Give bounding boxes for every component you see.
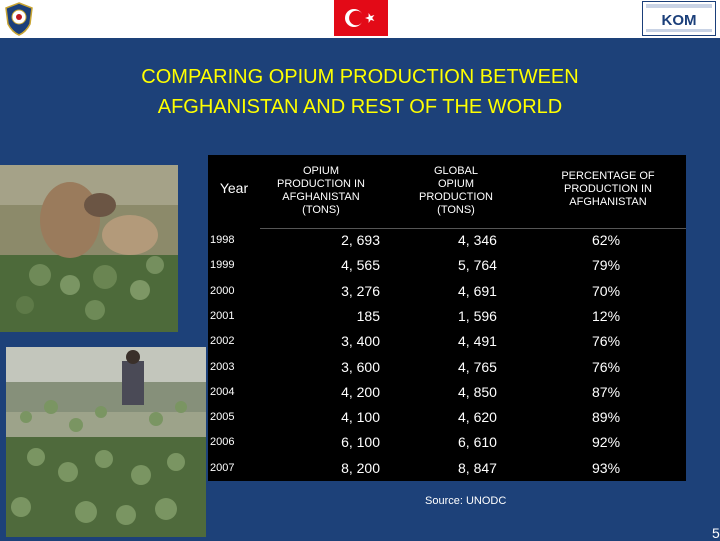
global-cell: 8, 847 bbox=[458, 459, 497, 476]
kom-logo-text: KOM bbox=[662, 12, 697, 29]
afghanistan-cell: 3, 276 bbox=[341, 282, 380, 299]
year-cell: 2006 bbox=[210, 436, 235, 449]
afghanistan-cell: 8, 200 bbox=[341, 459, 380, 476]
afghanistan-cell: 3, 400 bbox=[341, 333, 380, 350]
afghanistan-cell: 6, 100 bbox=[341, 434, 380, 451]
percentage-cell: 70% bbox=[592, 282, 621, 299]
title-line-2: AFGHANISTAN AND REST OF THE WORLD bbox=[157, 96, 563, 118]
percentage-cell: 92% bbox=[592, 434, 621, 451]
page-title: COMPARING OPIUM PRODUCTION BETWEEN AFGHA… bbox=[40, 62, 680, 122]
kom-logo-icon: KOM bbox=[642, 1, 716, 36]
year-cell: 2001 bbox=[210, 309, 235, 322]
afghanistan-cell: 2, 693 bbox=[341, 232, 380, 248]
year-cell: 2002 bbox=[210, 335, 235, 348]
global-cell: 4, 691 bbox=[458, 282, 497, 299]
police-emblem-icon bbox=[5, 2, 33, 36]
year-cell: 1998 bbox=[210, 234, 235, 246]
afghanistan-cell: 3, 600 bbox=[341, 358, 380, 375]
global-cell: 4, 765 bbox=[458, 358, 497, 375]
global-cell: 4, 491 bbox=[458, 333, 497, 350]
header-bar: KOM bbox=[0, 0, 720, 38]
afghanistan-cell: 4, 565 bbox=[341, 257, 380, 274]
percentage-cell: 76% bbox=[592, 333, 621, 350]
global-cell: 5, 764 bbox=[458, 257, 497, 274]
year-cell: 2003 bbox=[210, 360, 235, 373]
opium-production-table bbox=[208, 155, 686, 481]
header-afghanistan-production: OPIUM PRODUCTION IN AFGHANISTAN (TONS) bbox=[277, 165, 365, 216]
global-cell: 1, 596 bbox=[458, 307, 497, 324]
turkish-flag-icon bbox=[334, 0, 388, 36]
percentage-cell: 89% bbox=[592, 409, 621, 426]
percentage-cell: 87% bbox=[592, 383, 621, 400]
percentage-cell: 12% bbox=[592, 307, 621, 324]
percentage-cell: 79% bbox=[592, 257, 621, 274]
poppy-field-photo bbox=[6, 347, 206, 537]
afghanistan-cell: 4, 200 bbox=[341, 383, 380, 400]
percentage-cell: 62% bbox=[592, 232, 621, 248]
page-number: 5 bbox=[712, 525, 720, 541]
year-cell: 2005 bbox=[210, 411, 235, 424]
year-cell: 2000 bbox=[210, 284, 235, 297]
global-cell: 6, 610 bbox=[458, 434, 497, 451]
percentage-cell: 93% bbox=[592, 459, 621, 476]
header-global-production: GLOBAL OPIUM PRODUCTION (TONS) bbox=[419, 165, 493, 216]
source-note: Source: UNODC bbox=[425, 495, 507, 507]
global-cell: 4, 346 bbox=[458, 232, 497, 248]
year-cell: 2004 bbox=[210, 385, 235, 398]
header-percentage: PERCENTAGE OF PRODUCTION IN AFGHANISTAN bbox=[561, 170, 655, 208]
title-line-1: COMPARING OPIUM PRODUCTION BETWEEN bbox=[141, 66, 579, 88]
global-cell: 4, 850 bbox=[458, 383, 497, 400]
header-year: Year bbox=[219, 180, 249, 196]
header-divider bbox=[260, 228, 686, 229]
year-cell: 2007 bbox=[210, 461, 235, 474]
year-cell: 1999 bbox=[210, 259, 235, 272]
global-cell: 4, 620 bbox=[458, 409, 497, 426]
afghanistan-cell: 4, 100 bbox=[341, 409, 380, 426]
percentage-cell: 76% bbox=[592, 358, 621, 375]
afghanistan-cell: 185 bbox=[356, 307, 380, 324]
poppy-harvest-photo bbox=[0, 165, 178, 332]
